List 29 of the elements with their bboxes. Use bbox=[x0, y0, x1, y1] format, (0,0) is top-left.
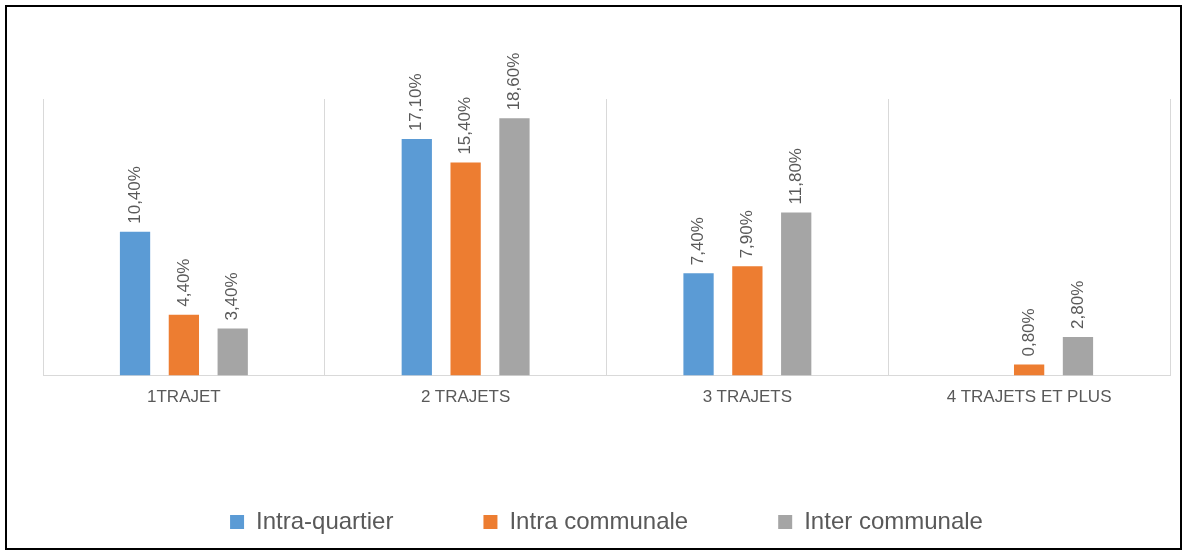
bar bbox=[168, 314, 200, 376]
data-label: 7,90% bbox=[737, 210, 757, 259]
data-label: 3,40% bbox=[222, 272, 242, 321]
bar bbox=[732, 266, 763, 376]
data-label: 17,10% bbox=[406, 73, 426, 132]
legend-label: Intra communale bbox=[509, 506, 689, 534]
x-tick-label: 1TRAJET bbox=[147, 387, 221, 407]
bar bbox=[683, 273, 714, 376]
x-tick-label: 3 TRAJETS bbox=[702, 387, 793, 407]
x-tick-label: 4 TRAJETS ET PLUS bbox=[946, 387, 1112, 407]
data-label: 7,40% bbox=[688, 217, 708, 266]
bar bbox=[781, 212, 812, 376]
bar bbox=[1062, 336, 1094, 376]
data-label: 0,80% bbox=[1018, 308, 1038, 357]
bar bbox=[499, 118, 530, 376]
bar bbox=[1013, 364, 1045, 376]
bar bbox=[401, 139, 432, 376]
bar bbox=[217, 328, 248, 376]
x-tick-label: 2 TRAJETS bbox=[420, 387, 511, 407]
bar bbox=[119, 231, 151, 376]
data-label: 2,80% bbox=[1067, 280, 1087, 329]
data-label: 10,40% bbox=[124, 166, 144, 224]
legend-label: Inter communale bbox=[804, 506, 983, 534]
data-label: 15,40% bbox=[455, 96, 475, 155]
bar bbox=[450, 162, 481, 376]
data-label: 4,40% bbox=[173, 258, 193, 307]
data-label: 11,80% bbox=[785, 148, 805, 205]
data-label: 18,60% bbox=[504, 52, 524, 111]
legend-label: Intra-quartier bbox=[256, 506, 394, 534]
